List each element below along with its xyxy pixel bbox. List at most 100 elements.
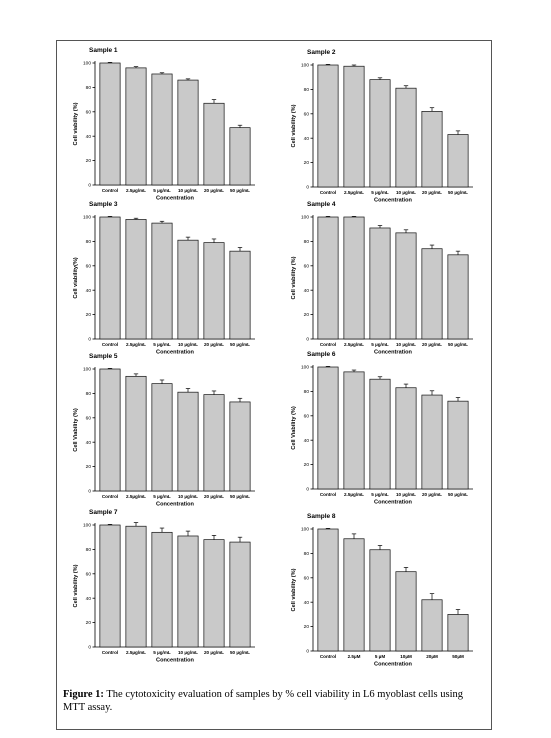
x-tick-label: 10 µg/mL (178, 650, 198, 655)
y-tick-label: 0 (306, 185, 309, 191)
x-tick-label: 5 µg/mL (153, 188, 171, 193)
x-tick-label: 2.5µg/mL (126, 188, 146, 193)
bar (395, 571, 417, 652)
x-tick-label: 2.5µg/mL (126, 342, 146, 347)
bar (151, 73, 173, 186)
y-tick-label: 40 (304, 600, 310, 606)
x-axis-label: Concentration (374, 500, 412, 506)
figure-panel: Sample 1 0 20 40 60 80 100 Control 2.5µg/mL 5 µg… (56, 40, 492, 730)
chart-sample-4: Sample 4 0 20 40 60 80 100 Control 2.5µg/mL 5 µg… (281, 201, 477, 361)
bar (395, 232, 417, 340)
chart-title: Sample 6 (307, 351, 336, 358)
chart-title: Sample 1 (89, 47, 118, 54)
x-tick-label: 10µM (400, 654, 412, 659)
x-tick-label: 50 µg/mL (448, 492, 468, 497)
bar (317, 216, 339, 340)
bar (369, 227, 391, 340)
x-tick-label: 20 µg/mL (204, 494, 224, 499)
caption-text: The cytotoxicity evaluation of samples b… (63, 689, 464, 713)
y-tick-label: 60 (304, 575, 310, 581)
x-tick-label: Control (102, 188, 118, 193)
y-tick-label: 80 (86, 391, 92, 397)
y-axis-label: Cell viability (%) (291, 568, 297, 611)
x-tick-label: Control (320, 190, 336, 195)
y-tick-label: 80 (86, 547, 92, 553)
y-tick-label: 20 (86, 464, 92, 470)
bar (447, 254, 469, 340)
y-tick-label: 0 (88, 645, 91, 651)
x-tick-label: 10 µg/mL (396, 342, 416, 347)
x-tick-label: Control (102, 650, 118, 655)
chart-sample-8: Sample 8 0 20 40 60 80 100 Control 2.5µM 5 µM 10µ… (281, 513, 477, 673)
x-tick-label: 20 µg/mL (204, 342, 224, 347)
bar (229, 541, 251, 648)
bar (177, 391, 199, 492)
bar (421, 599, 443, 652)
x-tick-label: 20 µg/mL (422, 342, 442, 347)
y-tick-label: 20 (86, 620, 92, 626)
y-tick-label: 40 (86, 596, 92, 602)
bar (343, 216, 365, 340)
bar (229, 127, 251, 186)
x-axis-label: Concentration (374, 350, 412, 356)
y-tick-label: 0 (306, 487, 309, 493)
x-tick-label: 10 µg/mL (178, 188, 198, 193)
y-tick-label: 0 (88, 489, 91, 495)
x-tick-label: 5 µg/mL (153, 494, 171, 499)
x-tick-label: Control (320, 342, 336, 347)
x-tick-label: 20 µg/mL (422, 492, 442, 497)
y-tick-label: 60 (304, 413, 310, 419)
bar (229, 401, 251, 492)
y-tick-label: 60 (86, 263, 92, 269)
caption-label: Figure 1: (63, 689, 104, 700)
chart-sample-1: Sample 1 0 20 40 60 80 100 Control 2.5µg/mL 5 µg… (63, 47, 259, 207)
x-tick-label: 50 µg/mL (448, 342, 468, 347)
y-tick-label: 0 (306, 649, 309, 655)
bar (395, 387, 417, 490)
y-tick-label: 100 (83, 61, 91, 67)
chart-sample-7: Sample 7 0 20 40 60 80 100 Control 2.5µg/mL 5 µg… (63, 509, 259, 669)
chart-svg: 0 20 40 60 80 100 Control 2.5µg/mL 5 µg/mL 10 µg/… (291, 215, 473, 356)
y-tick-label: 100 (301, 527, 309, 533)
x-tick-label: 5 µg/mL (371, 342, 389, 347)
y-tick-label: 100 (83, 215, 91, 221)
y-tick-label: 40 (304, 136, 310, 142)
y-tick-label: 100 (301, 365, 309, 371)
chart-title: Sample 2 (307, 49, 336, 56)
chart-svg: 0 20 40 60 80 100 Control 2.5µg/mL 5 µg/mL 10 µg/… (291, 63, 473, 204)
x-tick-label: 20 µg/mL (204, 650, 224, 655)
y-axis-label: Cell viability (%) (291, 256, 297, 299)
x-tick-label: 10 µg/mL (178, 494, 198, 499)
y-tick-label: 40 (86, 288, 92, 294)
x-tick-label: 5 µg/mL (153, 650, 171, 655)
y-tick-label: 100 (301, 215, 309, 221)
x-tick-label: 20 µg/mL (204, 188, 224, 193)
bar (343, 538, 365, 652)
y-tick-label: 60 (86, 109, 92, 115)
bar (447, 134, 469, 188)
y-tick-label: 20 (304, 624, 310, 630)
x-tick-label: 5 µg/mL (371, 190, 389, 195)
bar (317, 64, 339, 188)
y-tick-label: 80 (86, 85, 92, 91)
x-tick-label: 50 µg/mL (230, 650, 250, 655)
x-tick-label: 10 µg/mL (178, 342, 198, 347)
chart-sample-2: Sample 2 0 20 40 60 80 100 Control 2.5µg/mL 5 µg… (281, 49, 477, 209)
x-tick-label: 2.5µg/mL (126, 494, 146, 499)
x-tick-label: 2.5µM (348, 654, 361, 659)
x-tick-label: 50 µg/mL (230, 494, 250, 499)
x-tick-label: Control (320, 654, 336, 659)
x-tick-label: 10 µg/mL (396, 190, 416, 195)
y-tick-label: 20 (304, 312, 310, 318)
x-tick-label: Control (102, 494, 118, 499)
x-axis-label: Concentration (156, 658, 194, 664)
bar (125, 375, 147, 492)
y-tick-label: 0 (88, 337, 91, 343)
y-tick-label: 60 (304, 111, 310, 117)
x-tick-label: 2.5µg/mL (344, 492, 364, 497)
x-axis-label: Concentration (374, 662, 412, 668)
x-tick-label: 50 µg/mL (230, 342, 250, 347)
x-tick-label: Control (102, 342, 118, 347)
x-axis-label: Concentration (156, 196, 194, 202)
bar (421, 248, 443, 340)
